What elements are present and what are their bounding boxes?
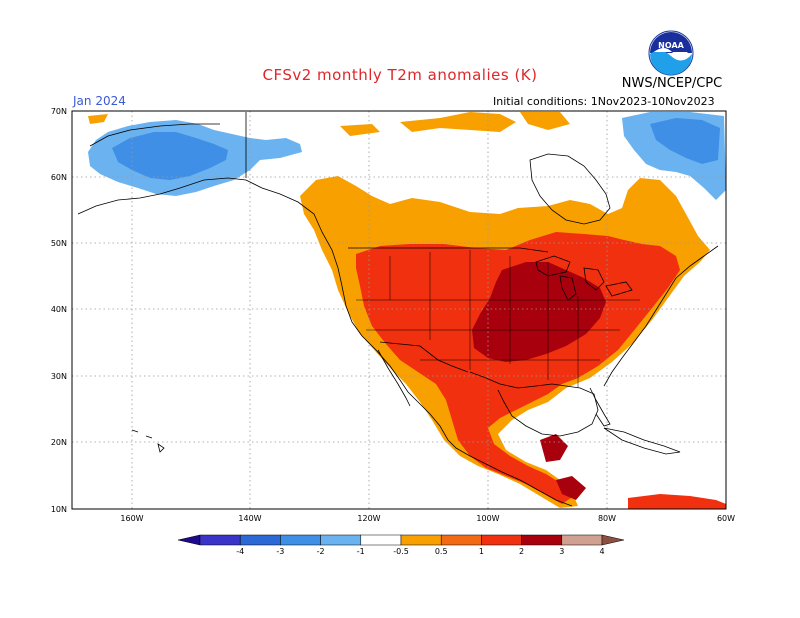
colorbar-swatch xyxy=(199,534,241,546)
colorbar-swatch xyxy=(400,534,442,546)
lat-label: 30N xyxy=(51,372,67,381)
south-america-warm xyxy=(628,494,726,509)
arctic-warm-bits xyxy=(88,112,570,136)
colorbar-swatch xyxy=(320,534,362,546)
central-america-darkred xyxy=(540,434,586,500)
graticule xyxy=(72,111,726,509)
lon-label: 140W xyxy=(238,514,261,523)
lat-label: 40N xyxy=(51,305,67,314)
colorbar-swatch xyxy=(440,534,482,546)
logo-text: NOAA xyxy=(658,41,684,50)
alaska-colder-anomaly xyxy=(112,132,228,180)
colorbar-arrow-left xyxy=(177,534,201,546)
lon-label: 120W xyxy=(357,514,380,523)
coastlines xyxy=(77,112,719,507)
lat-label: 10N xyxy=(51,505,67,514)
colorbar-label: -1 xyxy=(357,547,365,556)
lon-label: 60W xyxy=(717,514,735,523)
noaa-logo: NOAA xyxy=(648,30,694,76)
colorbar-swatch xyxy=(481,534,522,546)
lon-label: 100W xyxy=(476,514,499,523)
lat-label: 70N xyxy=(51,107,67,116)
colorbar: -4 -3 -2 -1 -0.5 0.5 1 2 3 4 xyxy=(177,534,625,556)
lon-label: 80W xyxy=(598,514,616,523)
colorbar-arrow-right xyxy=(601,534,625,546)
warm-anomaly-darkred xyxy=(472,262,606,362)
lat-label: 60N xyxy=(51,173,67,182)
lat-label: 50N xyxy=(51,239,67,248)
latitude-labels: 70N 60N 50N 40N 30N 20N 10N xyxy=(51,107,67,514)
forecast-month: Jan 2024 xyxy=(73,94,126,108)
colorbar-label: 4 xyxy=(599,547,604,556)
colorbar-label: 0.5 xyxy=(435,547,448,556)
colorbar-label: -2 xyxy=(317,547,325,556)
map-title: CFSv2 monthly T2m anomalies (K) xyxy=(262,66,538,84)
colorbar-label: 1 xyxy=(479,547,484,556)
colorbar-label: 2 xyxy=(519,547,524,556)
longitude-labels: 160W 140W 120W 100W 80W 60W xyxy=(120,514,735,523)
colorbar-label: 3 xyxy=(559,547,564,556)
colorbar-swatch xyxy=(280,534,321,546)
colorbar-swatch xyxy=(561,534,603,546)
colorbar-swatch xyxy=(239,534,281,546)
lat-label: 20N xyxy=(51,438,67,447)
colorbar-label: -3 xyxy=(276,547,284,556)
agency-label: NWS/NCEP/CPC xyxy=(621,76,723,91)
colorbar-swatch xyxy=(360,534,402,546)
colorbar-label: -4 xyxy=(236,547,244,556)
initial-conditions: Initial conditions: 1Nov2023-10Nov2023 xyxy=(493,95,715,108)
northeast-colder-anomaly xyxy=(650,118,720,164)
lon-label: 160W xyxy=(120,514,143,523)
map-border xyxy=(71,110,727,510)
colorbar-label: -0.5 xyxy=(393,547,409,556)
colorbar-swatch xyxy=(521,534,563,546)
